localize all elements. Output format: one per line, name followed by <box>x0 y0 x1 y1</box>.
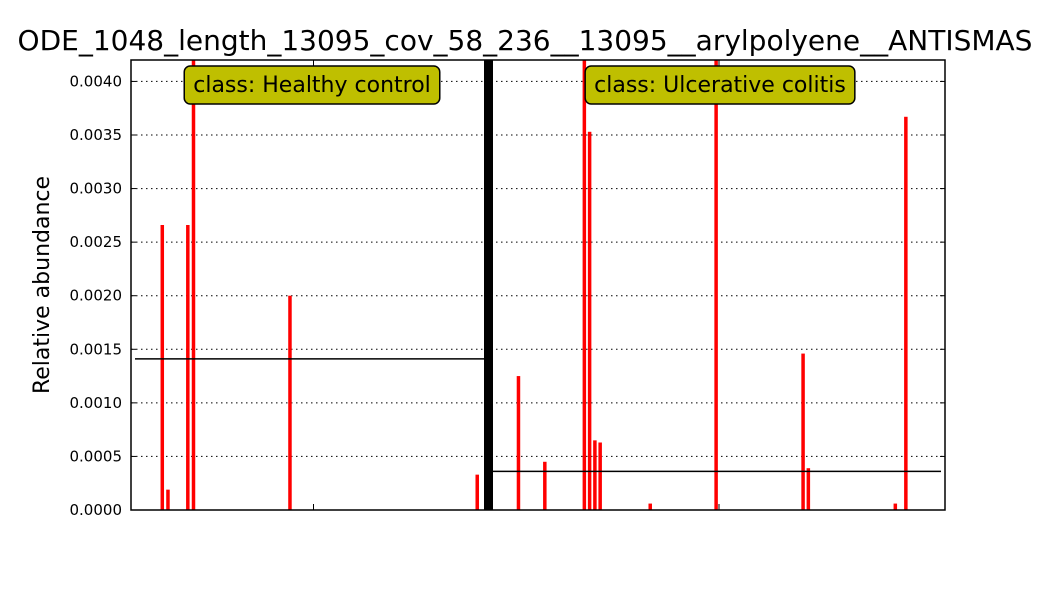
bar <box>160 225 165 510</box>
y-tick-label: 0.0000 <box>70 501 123 519</box>
y-tick-label: 0.0035 <box>70 126 123 144</box>
bar <box>288 295 292 510</box>
class-mean-lines <box>135 358 941 473</box>
bar <box>475 474 479 510</box>
y-tick-label: 0.0030 <box>70 180 123 198</box>
y-tick-label: 0.0005 <box>70 447 123 465</box>
y-tick-label: 0.0015 <box>70 340 123 358</box>
bar <box>714 60 718 510</box>
class-labels: class: Healthy control class: Ulcerative … <box>183 65 856 105</box>
grid-lines <box>131 80 945 457</box>
bar <box>904 116 908 510</box>
y-tick-label: 0.0040 <box>70 72 123 90</box>
bar <box>598 442 602 510</box>
y-ticks: 0.0000 0.0005 0.0010 0.0015 0.0020 0.0025 0.00… <box>70 72 945 519</box>
bars <box>160 60 908 510</box>
class-separator <box>484 60 493 510</box>
x-ticks <box>313 60 720 510</box>
class-label-text: class: Ulcerative colitis <box>594 73 846 98</box>
bar <box>801 353 805 510</box>
bar <box>582 60 587 510</box>
class-label-text: class: Healthy control <box>193 73 431 98</box>
bar <box>186 225 190 510</box>
bar <box>191 60 196 510</box>
chart-title: ODE_1048_length_13095_cov_58_236__13095_… <box>18 24 1033 57</box>
bar <box>587 131 592 510</box>
bar <box>806 468 811 510</box>
bar <box>893 503 898 510</box>
y-axis-label: Relative abundance <box>30 176 55 394</box>
class-label: class: Healthy control <box>183 65 441 105</box>
class-label-box <box>183 65 441 105</box>
class-label-box <box>584 65 856 105</box>
bar <box>516 376 521 510</box>
y-tick-label: 0.0025 <box>70 233 123 251</box>
bar <box>648 503 652 510</box>
plot-frame <box>130 59 946 511</box>
y-tick-label: 0.0020 <box>70 287 123 305</box>
bar <box>593 440 597 510</box>
class-label: class: Ulcerative colitis <box>584 65 856 105</box>
y-tick-label: 0.0010 <box>70 394 123 412</box>
bar <box>166 489 170 510</box>
bar <box>543 461 547 510</box>
